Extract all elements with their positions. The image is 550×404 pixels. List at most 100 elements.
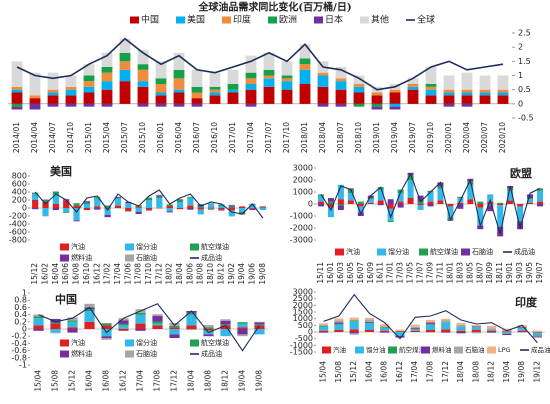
y-tick-label: -1	[19, 361, 27, 370]
bar	[335, 67, 347, 79]
bar	[145, 208, 153, 210]
bar	[11, 106, 23, 110]
x-tick-label: 15/12	[349, 361, 358, 383]
bar	[537, 190, 544, 202]
bar	[101, 336, 112, 338]
y-tick-label: -0.4	[11, 339, 27, 348]
bar	[173, 78, 185, 90]
bar	[397, 201, 404, 204]
y-tick-label: -400	[9, 220, 27, 229]
bar	[29, 98, 41, 104]
bar	[497, 95, 509, 104]
bar	[347, 188, 354, 190]
x-tick-label: 16/06	[61, 263, 70, 285]
bar	[334, 320, 344, 323]
x-tick-label: 16/04	[85, 370, 94, 392]
x-tick-label: 17/06	[123, 263, 132, 285]
bar	[245, 55, 257, 73]
line	[34, 189, 264, 219]
bar	[517, 206, 524, 221]
bar	[456, 326, 466, 331]
bar	[395, 329, 405, 331]
bar	[173, 69, 185, 79]
bar	[101, 67, 113, 73]
legend-label: LPG	[498, 346, 511, 354]
bar	[152, 321, 163, 324]
bar	[532, 332, 542, 333]
bar	[84, 311, 95, 322]
bar	[471, 330, 481, 332]
bar	[349, 320, 359, 322]
bar	[479, 95, 491, 104]
x-tick-label: 18/08	[196, 263, 205, 285]
bar	[218, 206, 225, 208]
bar	[427, 204, 434, 207]
bar	[145, 200, 153, 208]
bar	[349, 333, 359, 335]
legend-swatch	[130, 16, 139, 24]
bar	[337, 184, 344, 200]
bar	[254, 322, 265, 325]
y-tick-label: -3000	[290, 236, 313, 245]
x-tick-label: 2018/04	[318, 122, 327, 153]
bar	[207, 202, 215, 204]
bar	[425, 89, 437, 96]
bar	[486, 325, 497, 329]
bar	[118, 329, 129, 331]
bar	[437, 188, 444, 201]
bar	[245, 72, 257, 79]
legend-swatch	[60, 350, 69, 358]
bar	[119, 38, 131, 53]
bar	[166, 211, 173, 213]
legend-label: 馏分油	[366, 345, 386, 354]
bar	[461, 103, 473, 107]
bar	[218, 204, 225, 206]
bar	[410, 330, 420, 332]
bar	[50, 329, 61, 333]
bar	[395, 337, 405, 338]
bar	[114, 197, 122, 199]
legend-label: 航空煤油	[430, 247, 458, 256]
y-tick-label: 2500	[293, 294, 313, 303]
bar	[349, 329, 359, 332]
legend-swatch	[388, 346, 397, 354]
bar	[186, 325, 197, 329]
bar	[155, 78, 167, 84]
bar	[389, 92, 401, 104]
bar	[527, 198, 534, 200]
bar	[417, 195, 424, 202]
bar	[137, 103, 149, 107]
line	[323, 293, 538, 344]
bar	[155, 103, 167, 107]
x-tick-label: 18/02	[165, 263, 174, 285]
x-tick-label: 16/12	[119, 370, 128, 392]
bar	[532, 336, 542, 338]
bar	[477, 225, 484, 230]
bar	[237, 329, 248, 335]
bar	[507, 190, 514, 201]
bar	[353, 103, 365, 107]
y-tick-label: -1000	[290, 212, 313, 221]
bar	[166, 204, 173, 206]
bar	[228, 208, 235, 211]
bar	[209, 92, 221, 96]
bar	[395, 332, 405, 336]
bar	[67, 317, 78, 321]
y-tick-label: 600	[12, 180, 27, 189]
bar	[397, 193, 404, 202]
x-tick-label: 2019/07	[408, 122, 417, 153]
bar	[73, 208, 80, 220]
bar	[334, 330, 344, 332]
bar	[502, 328, 512, 330]
bar	[11, 103, 23, 107]
bar	[335, 89, 347, 104]
bar	[166, 208, 173, 212]
bar	[457, 196, 464, 198]
bar	[380, 328, 390, 331]
y-tick-label: 0	[308, 200, 313, 209]
bar	[47, 92, 59, 96]
bar	[191, 98, 203, 104]
bar	[387, 204, 394, 209]
bar	[410, 326, 420, 328]
x-tick-label: 19/08	[517, 361, 526, 383]
